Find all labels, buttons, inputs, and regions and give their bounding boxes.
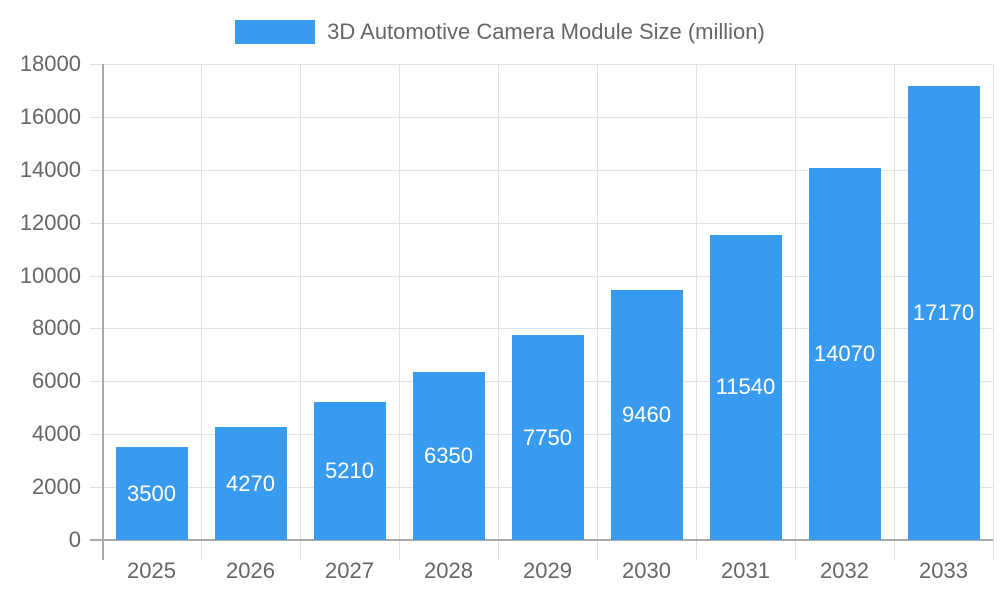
gridline-horizontal xyxy=(90,64,993,65)
plot-area: 0 2000 4000 6000 8000 10000 12000 14000 16000 180… xyxy=(20,51,994,583)
x-tick-label: 2025 xyxy=(127,558,176,583)
bar-value-label: 7750 xyxy=(523,424,572,450)
bar-value-label: 6350 xyxy=(424,443,473,469)
y-tick-label: 8000 xyxy=(32,315,81,341)
bar-2032[interactable] xyxy=(808,167,881,540)
y-tick-label: 14000 xyxy=(19,156,81,182)
gridline-horizontal xyxy=(90,116,993,118)
bar-value-label: 9460 xyxy=(622,401,671,427)
legend-swatch xyxy=(235,20,316,44)
bar-value-label: 3500 xyxy=(127,480,176,506)
bar-2030[interactable] xyxy=(610,289,683,540)
bar-value-label: 5210 xyxy=(325,458,374,484)
bar-2033[interactable] xyxy=(907,85,980,540)
gridline-vertical xyxy=(993,64,994,560)
bar-2025[interactable] xyxy=(115,447,188,540)
y-tick-label: 16000 xyxy=(19,103,81,129)
gridline-vertical xyxy=(894,64,895,560)
legend-label: 3D Automotive Camera Module Size (millio… xyxy=(327,19,765,44)
y-axis-line xyxy=(102,64,104,560)
bar-value-label: 17170 xyxy=(912,299,975,325)
x-tick-label: 2031 xyxy=(721,558,770,583)
bar-value-label: 11540 xyxy=(715,374,776,400)
gridline-vertical xyxy=(300,64,301,560)
bar-2029[interactable] xyxy=(511,335,584,540)
bar-value-label: 4270 xyxy=(226,470,275,496)
y-tick-label: 2000 xyxy=(32,474,81,500)
y-tick-label: 4000 xyxy=(32,421,81,447)
y-tick-label: 12000 xyxy=(19,209,81,235)
x-tick-label: 2026 xyxy=(226,558,275,583)
x-tick-label: 2033 xyxy=(919,558,968,583)
x-tick-label: 2028 xyxy=(424,558,473,583)
bar-2031[interactable] xyxy=(709,234,782,540)
gridline-horizontal xyxy=(90,328,993,330)
gridline-vertical xyxy=(201,64,202,560)
bar-2028[interactable] xyxy=(412,372,485,540)
chart-legend[interactable]: 3D Automotive Camera Module Size (millio… xyxy=(0,19,1000,45)
gridline-horizontal xyxy=(90,275,993,277)
x-tick-label: 2032 xyxy=(820,558,869,583)
gridline-horizontal xyxy=(90,222,993,224)
bar-2026[interactable] xyxy=(214,427,287,540)
x-axis-line xyxy=(90,539,993,541)
gridline-horizontal xyxy=(90,169,993,171)
gridline-vertical xyxy=(498,64,499,560)
gridline-vertical xyxy=(696,64,697,560)
gridline-vertical xyxy=(399,64,400,560)
bar-2027[interactable] xyxy=(313,402,386,540)
x-tick-label: 2029 xyxy=(523,558,572,583)
y-tick-label: 0 xyxy=(68,527,81,552)
bar-value-label: 14070 xyxy=(813,340,876,366)
x-tick-label: 2027 xyxy=(325,558,374,583)
y-tick-label: 6000 xyxy=(32,368,81,394)
gridline-vertical xyxy=(795,64,796,560)
y-tick-label: 10000 xyxy=(19,262,81,288)
gridline-vertical xyxy=(597,64,598,560)
x-tick-label: 2030 xyxy=(622,558,671,583)
y-tick-label: 18000 xyxy=(19,51,81,76)
